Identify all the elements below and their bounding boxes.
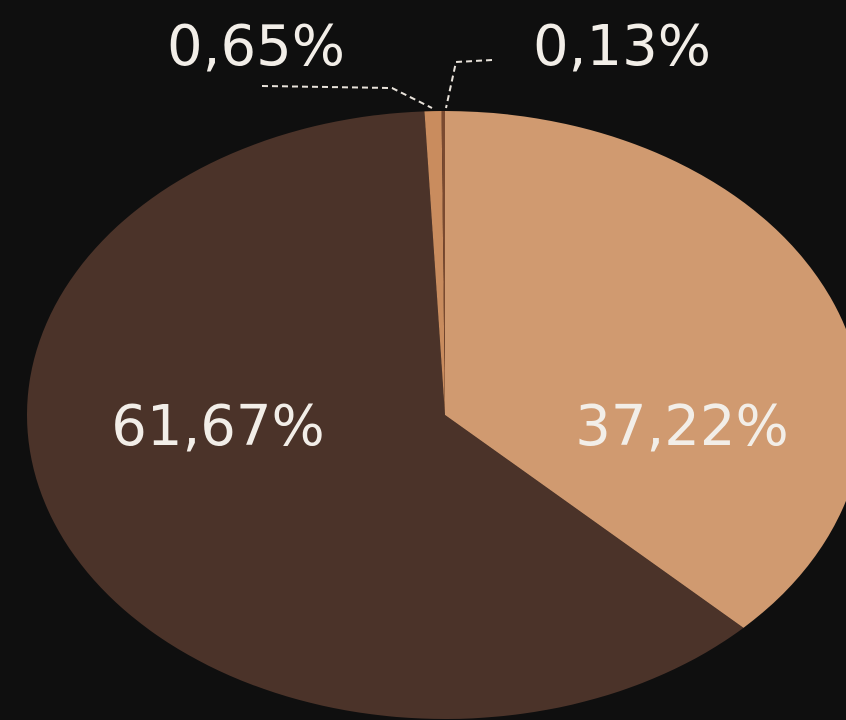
leader-line xyxy=(445,59,493,109)
data-label: 37,22% xyxy=(575,394,789,459)
pie-slice xyxy=(445,111,846,628)
pie-slice xyxy=(26,111,744,719)
data-label: 61,67% xyxy=(111,394,325,459)
pie xyxy=(26,111,846,719)
pie-slice xyxy=(441,111,445,415)
leader-line xyxy=(261,85,433,109)
data-label: 0,13% xyxy=(533,14,711,79)
pie-slice xyxy=(424,111,445,416)
data-label: 0,65% xyxy=(167,14,345,79)
